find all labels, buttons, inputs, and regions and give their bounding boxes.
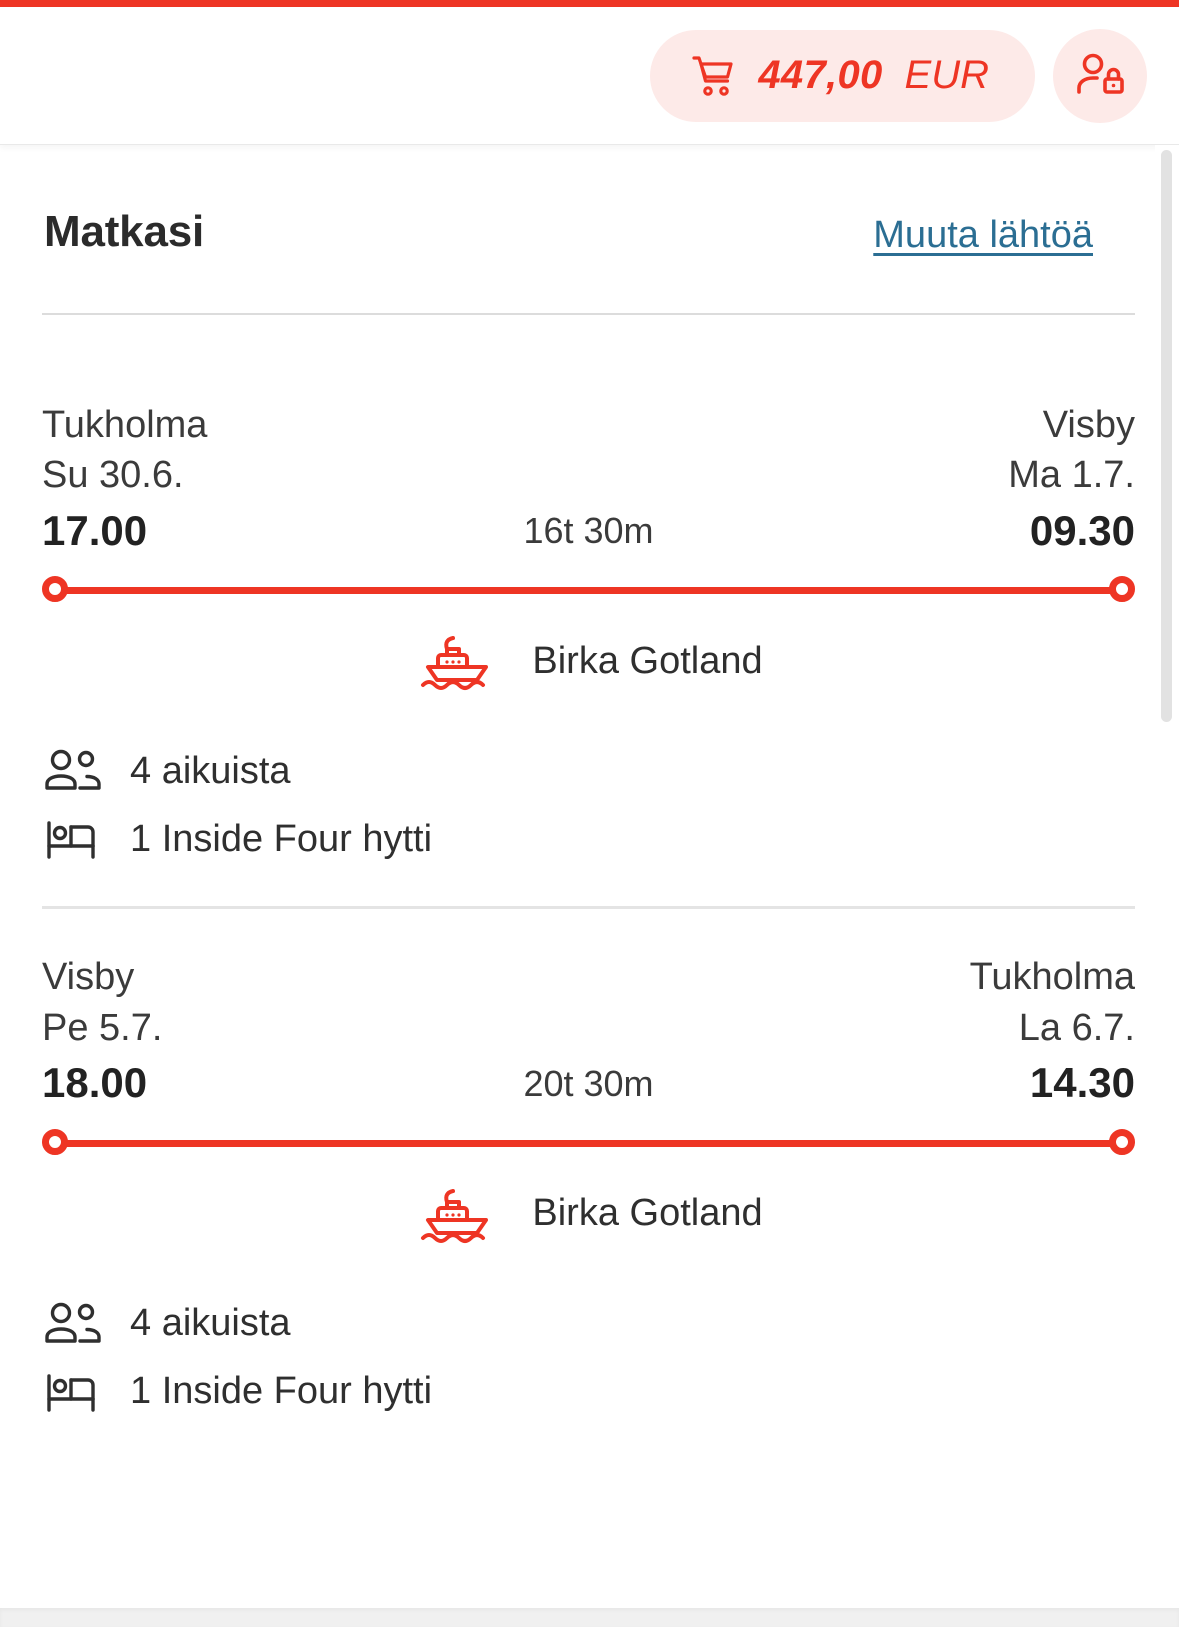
bottom-band (0, 1608, 1179, 1627)
leg-timeline (42, 576, 1135, 603)
origin-date: Pe 5.7. (42, 1006, 163, 1049)
cabin-text: 1 Inside Four hytti (130, 817, 433, 860)
destination-port: Tukholma (969, 956, 1135, 999)
origin-time: 17.00 (42, 506, 148, 554)
bed-icon (42, 1369, 104, 1415)
leg-origin: Visby Pe 5.7. 18.00 (42, 953, 162, 1110)
change-departure-link[interactable]: Muuta lähtöä (873, 214, 1093, 256)
page-title: Matkasi (44, 207, 205, 256)
passengers-text: 4 aikuista (130, 1302, 291, 1345)
leg-schedule: Tukholma Su 30.6. 17.00 16t 30m Visby Ma… (42, 401, 1135, 558)
account-button[interactable] (1053, 28, 1147, 123)
shopping-cart-icon (690, 53, 736, 99)
cabin-row: 1 Inside Four hytti (42, 1369, 1135, 1415)
ship-icon (414, 1183, 504, 1245)
origin-port: Visby (42, 956, 135, 999)
destination-date: La 6.7. (1018, 1006, 1135, 1049)
bed-icon (42, 816, 104, 862)
leg-details: 4 aikuista 1 Inside Four hytti (42, 748, 1135, 862)
destination-time: 14.30 (1029, 1058, 1135, 1106)
timeline-line (52, 1139, 1125, 1147)
people-icon (42, 748, 104, 794)
destination-port: Visby (1042, 404, 1135, 446)
user-lock-icon (1073, 49, 1127, 103)
journey-leg-return: Visby Pe 5.7. 18.00 20t 30m Tukholma La … (0, 953, 1179, 1414)
leg-schedule: Visby Pe 5.7. 18.00 20t 30m Tukholma La … (42, 953, 1135, 1110)
leg-destination: Visby Ma 1.7. 09.30 (1008, 401, 1135, 558)
timeline-line (52, 587, 1125, 595)
cart-amount: 447,00 (758, 53, 883, 97)
leg-destination: Tukholma La 6.7. 14.30 (970, 953, 1135, 1110)
passengers-row: 4 aikuista (42, 1301, 1135, 1347)
vessel-row: Birka Gotland (42, 1183, 1135, 1245)
leg-origin: Tukholma Su 30.6. 17.00 (42, 401, 207, 558)
ship-icon (414, 630, 504, 692)
timeline-node-start (42, 576, 68, 603)
origin-date: Su 30.6. (42, 454, 184, 497)
destination-date: Ma 1.7. (1008, 454, 1135, 497)
origin-time: 18.00 (42, 1058, 148, 1106)
leg-divider (42, 906, 1135, 910)
leg-duration: 20t 30m (523, 1062, 654, 1104)
cart-button[interactable]: 447,00 EUR (650, 29, 1035, 122)
passengers-row: 4 aikuista (42, 748, 1135, 794)
site-header: 447,00 EUR (0, 7, 1179, 145)
main-content: Matkasi Muuta lähtöä Tukholma Su 30.6. 1… (0, 145, 1179, 1437)
people-icon (42, 1301, 104, 1347)
destination-time: 09.30 (1029, 506, 1135, 554)
passengers-text: 4 aikuista (130, 749, 291, 792)
journey-leg-outbound: Tukholma Su 30.6. 17.00 16t 30m Visby Ma… (0, 401, 1179, 862)
cabin-row: 1 Inside Four hytti (42, 816, 1135, 862)
section-header: Matkasi Muuta lähtöä (0, 145, 1179, 257)
leg-duration: 16t 30m (523, 510, 654, 552)
leg-details: 4 aikuista 1 Inside Four hytti (42, 1301, 1135, 1415)
header-divider (42, 313, 1135, 315)
vessel-name: Birka Gotland (532, 639, 763, 682)
timeline-node-end (1109, 576, 1135, 603)
timeline-node-start (42, 1128, 68, 1155)
timeline-node-end (1109, 1128, 1135, 1155)
vessel-name: Birka Gotland (532, 1192, 763, 1235)
scrollbar-thumb[interactable] (1161, 150, 1172, 722)
top-accent-bar (0, 0, 1179, 7)
cabin-text: 1 Inside Four hytti (130, 1370, 433, 1413)
cart-currency: EUR (904, 53, 989, 97)
leg-timeline (42, 1128, 1135, 1155)
origin-port: Tukholma (42, 404, 208, 446)
vessel-row: Birka Gotland (42, 630, 1135, 692)
